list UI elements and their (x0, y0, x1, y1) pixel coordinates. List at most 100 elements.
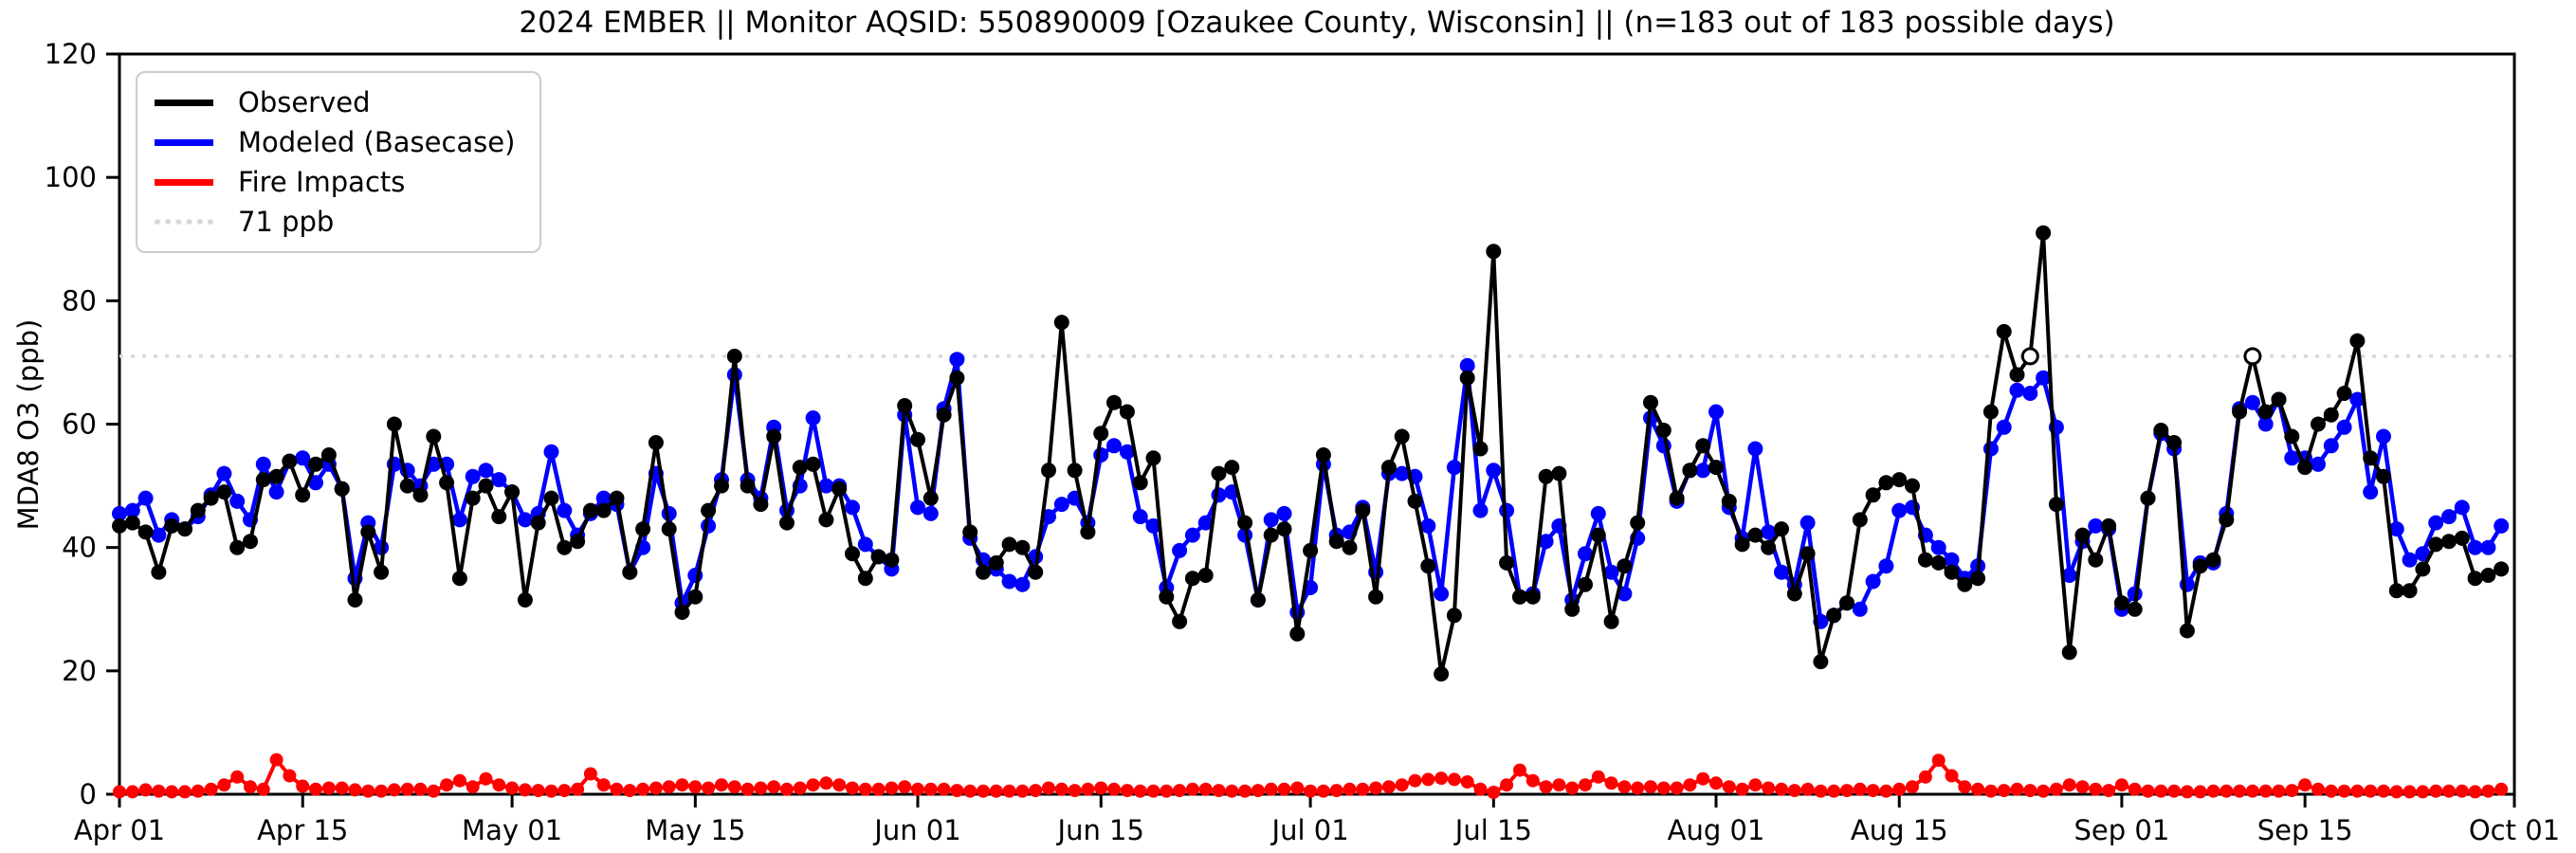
data-point (203, 490, 219, 506)
data-point (112, 517, 127, 534)
data-point (714, 478, 729, 494)
y-tick-label: 0 (80, 778, 97, 810)
data-point (740, 782, 755, 796)
data-point (1119, 444, 1135, 460)
data-point (2010, 782, 2024, 796)
data-point (793, 781, 807, 795)
legend-label-modeled: Modeled (Basecase) (238, 126, 516, 158)
data-point (1173, 784, 1187, 798)
data-point (1682, 463, 1698, 479)
x-tick-label: Jun 01 (872, 814, 960, 846)
data-point (2402, 552, 2418, 568)
data-point (191, 784, 205, 798)
data-point (2337, 784, 2351, 798)
data-point (1996, 323, 2012, 339)
data-point (466, 780, 480, 794)
data-point (1119, 404, 1135, 420)
data-point (2454, 499, 2470, 516)
data-point (583, 767, 597, 781)
data-point (2009, 367, 2025, 383)
x-tick-label: Jun 15 (1056, 814, 1144, 846)
data-point (1472, 502, 1489, 518)
data-point (1747, 441, 1763, 457)
data-point (1434, 771, 1449, 786)
data-point (1197, 568, 1214, 583)
data-point (1590, 527, 1606, 543)
data-point (2167, 784, 2182, 798)
data-point (2284, 450, 2300, 466)
data-point (1931, 753, 1946, 768)
y-tick-label: 100 (45, 161, 97, 193)
data-point (2062, 778, 2076, 792)
data-point (1512, 589, 1527, 605)
data-point (1878, 475, 1894, 491)
data-point (1813, 654, 1829, 670)
data-point (1982, 441, 1999, 457)
data-point (360, 524, 376, 540)
data-point (2467, 571, 2483, 587)
data-point (1879, 784, 1893, 798)
data-point (1631, 781, 1645, 795)
data-point (1434, 666, 1450, 682)
data-point (871, 782, 886, 796)
data-point (164, 517, 180, 534)
data-point (609, 490, 625, 506)
data-point (1865, 573, 1881, 590)
data-point (715, 778, 728, 792)
data-point (1107, 782, 1121, 796)
data-point (1840, 784, 1854, 798)
data-point (595, 490, 612, 506)
data-point (818, 512, 834, 528)
data-point (1014, 539, 1031, 555)
data-point (2061, 644, 2077, 661)
data-point (544, 784, 558, 798)
data-point (962, 524, 978, 540)
data-point (361, 784, 375, 798)
data-point (1996, 419, 2012, 435)
data-point (2416, 785, 2430, 799)
data-point (949, 370, 965, 386)
data-point (165, 785, 179, 799)
data-point (1525, 589, 1541, 605)
data-point (2481, 784, 2495, 798)
data-point (870, 549, 886, 565)
y-tick-label: 80 (62, 284, 97, 317)
data-point (1106, 438, 1122, 454)
legend-label-fire: Fire Impacts (238, 166, 406, 198)
data-point (399, 478, 415, 494)
data-point (2323, 407, 2339, 423)
data-point (1472, 441, 1489, 457)
y-tick-label: 120 (45, 38, 97, 70)
data-point (1644, 780, 1657, 794)
data-point (1918, 770, 1932, 784)
data-point (2232, 404, 2248, 420)
data-point (1460, 775, 1474, 789)
data-point (1002, 784, 1016, 798)
data-point (1721, 493, 1737, 509)
data-point (2022, 386, 2038, 401)
data-point (1172, 613, 1188, 629)
data-point (1787, 784, 1801, 798)
data-point (138, 783, 153, 797)
data-point (1459, 370, 1475, 386)
data-point (1591, 770, 1605, 784)
legend-item-threshold: 71 ppb (155, 202, 515, 242)
data-point (137, 490, 154, 506)
data-point (244, 780, 257, 794)
data-point (2297, 460, 2313, 476)
data-point (1748, 778, 1763, 792)
data-point (1197, 515, 1214, 531)
data-point (1958, 780, 1972, 794)
data-point (557, 784, 572, 798)
data-point (596, 778, 611, 792)
data-point (2311, 456, 2326, 472)
data-point (687, 589, 703, 605)
data-point (2205, 552, 2221, 568)
data-point (2468, 785, 2482, 799)
data-point (2257, 416, 2274, 432)
data-point (1224, 460, 1240, 476)
data-point (478, 478, 494, 494)
data-point (1080, 524, 1096, 540)
data-point (2494, 517, 2510, 534)
legend: Observed Modeled (Basecase) Fire Impacts… (136, 71, 542, 253)
